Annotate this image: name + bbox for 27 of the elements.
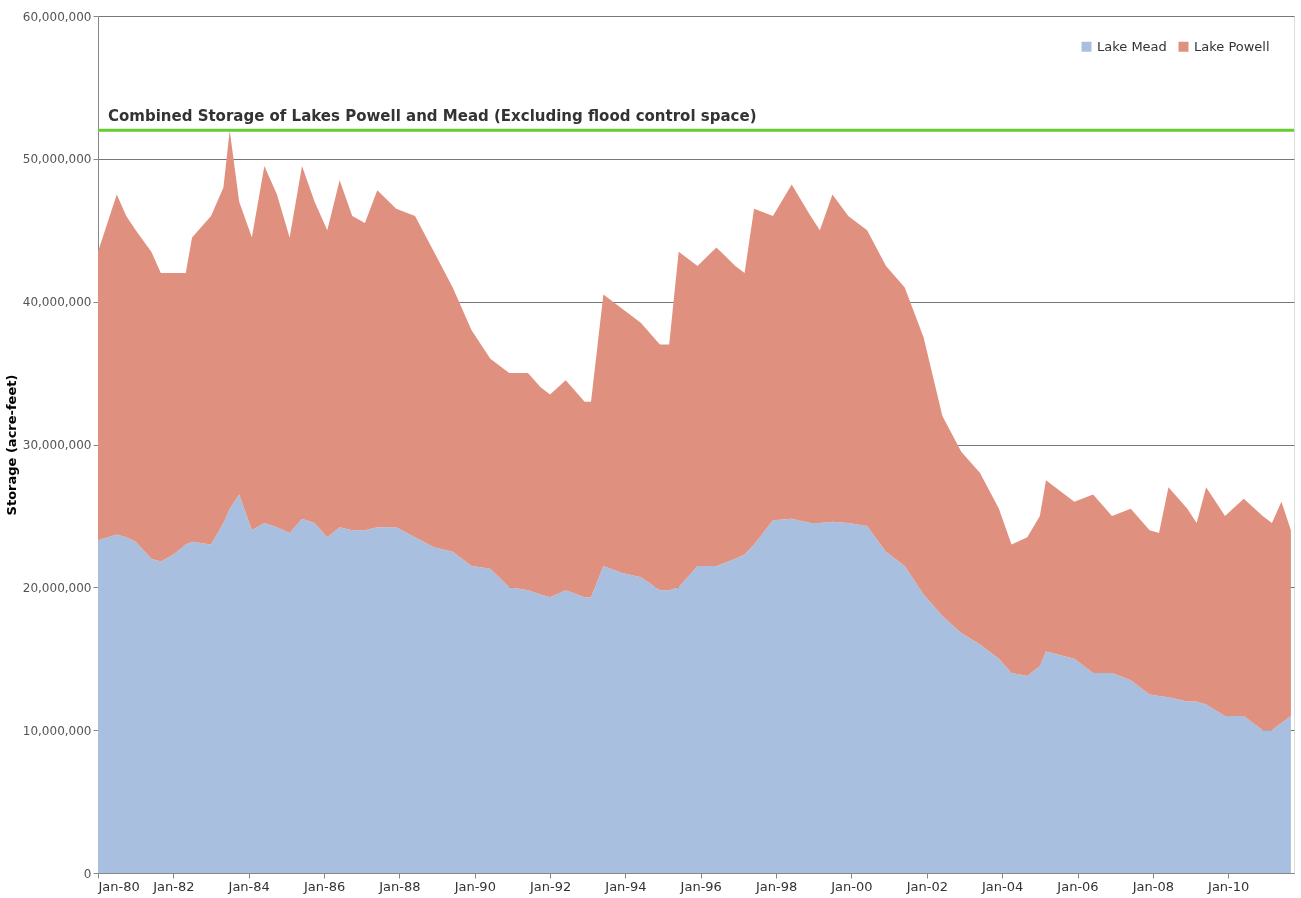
x-tick-label: Jan-92: [528, 878, 572, 894]
y-tick-label: 50,000,000: [22, 152, 92, 167]
x-tick-label: Jan-80: [97, 878, 140, 894]
y-tick-label: 30,000,000: [22, 438, 92, 452]
ref-line-label: Combined Storage of Lakes Powell and Mead (Excluding flood control space): [108, 107, 757, 126]
x-tick-label: Jan-02: [905, 878, 948, 894]
x-tick-label: Jan-98: [755, 878, 798, 894]
x-tick-label: Jan-88: [378, 878, 421, 894]
x-tick-label: Jan-04: [980, 878, 1024, 894]
x-tick-label: Jan-90: [453, 878, 496, 894]
y-tick-label: 10,000,000: [22, 723, 92, 738]
x-tick-label: Jan-06: [1056, 878, 1099, 894]
x-tick-label: Jan-00: [830, 878, 873, 894]
y-tick-label: 0: [83, 866, 92, 881]
x-tick-label: Jan-10: [1207, 878, 1250, 894]
x-tick-label: Jan-94: [604, 878, 647, 894]
y-tick-label: 60,000,000: [22, 9, 92, 24]
y-axis-title: Storage (acre-feet): [3, 374, 19, 516]
legend-label: Lake Powell: [1194, 38, 1270, 54]
x-tick-label: Jan-86: [302, 878, 346, 894]
x-tick-label: Jan-96: [679, 878, 722, 894]
x-tick-label: Jan-08: [1131, 878, 1174, 894]
y-tick-label: 40,000,000: [22, 295, 92, 310]
legend-label: Lake Mead: [1097, 38, 1167, 54]
y-tick-label: 20,000,000: [22, 580, 92, 595]
x-tick-label: Jan-82: [152, 878, 195, 894]
x-tick-label: Jan-84: [227, 878, 270, 894]
